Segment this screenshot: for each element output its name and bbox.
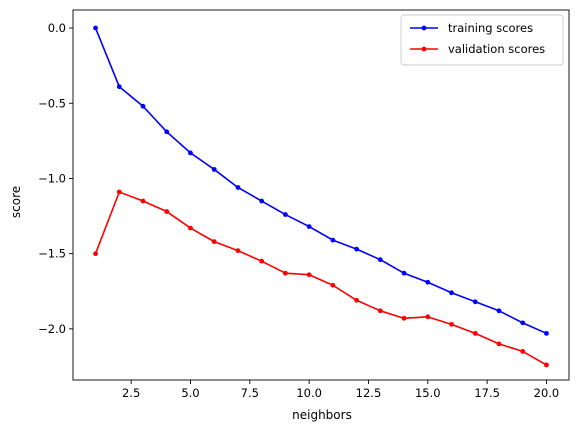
x-tick-label-5: 15.0 bbox=[415, 386, 441, 400]
data-point-series-1-2 bbox=[140, 198, 146, 204]
legend-label-1: validation scores bbox=[448, 42, 545, 56]
y-tick-label-2: −1.0 bbox=[38, 171, 66, 185]
data-point-series-0-4 bbox=[188, 150, 193, 156]
data-point-series-0-3 bbox=[164, 129, 170, 135]
x-tick-label-1: 5.0 bbox=[181, 386, 199, 400]
series-line-0 bbox=[94, 27, 548, 335]
x-tick-label-6: 17.5 bbox=[474, 386, 500, 400]
y-axis-label: score bbox=[9, 186, 23, 218]
plot-background bbox=[73, 10, 569, 380]
data-point-series-0-16 bbox=[472, 299, 478, 305]
y-tick-label-1: −0.5 bbox=[38, 96, 66, 110]
x-axis-label: neighbors bbox=[292, 408, 352, 422]
y-tick-label-3: −1.5 bbox=[38, 247, 66, 261]
data-point-series-0-1 bbox=[116, 84, 122, 90]
data-point-series-0-2 bbox=[140, 103, 146, 109]
data-point-series-0-11 bbox=[354, 246, 359, 252]
data-point-series-1-11 bbox=[354, 297, 359, 303]
data-point-series-0-19 bbox=[544, 330, 549, 336]
data-point-series-0-8 bbox=[283, 212, 288, 217]
data-point-series-1-10 bbox=[330, 282, 336, 288]
data-point-series-0-6 bbox=[235, 185, 241, 190]
data-point-series-0-5 bbox=[211, 167, 217, 172]
data-point-series-0-10 bbox=[330, 237, 336, 243]
data-point-series-1-19 bbox=[544, 362, 549, 368]
data-point-series-1-9 bbox=[306, 272, 312, 278]
data-point-series-1-0 bbox=[93, 251, 98, 257]
x-tick-label-2: 7.5 bbox=[241, 386, 259, 400]
data-point-series-0-18 bbox=[520, 320, 526, 326]
data-point-series-0-14 bbox=[425, 279, 431, 285]
data-point-series-1-18 bbox=[520, 349, 526, 354]
data-point-series-1-4 bbox=[188, 225, 193, 231]
data-point-series-0-15 bbox=[449, 290, 454, 296]
data-point-series-1-13 bbox=[401, 315, 407, 321]
data-point-series-0-9 bbox=[306, 224, 312, 229]
data-point-series-1-7 bbox=[259, 258, 265, 264]
series-layer bbox=[93, 25, 549, 368]
data-point-series-1-5 bbox=[211, 239, 217, 245]
legend: training scores validation scores bbox=[400, 14, 564, 66]
data-point-series-1-17 bbox=[496, 341, 502, 347]
plot-area bbox=[73, 10, 569, 380]
legend-label-0: training scores bbox=[448, 21, 533, 35]
data-point-series-1-3 bbox=[164, 209, 170, 214]
x-tick-label-4: 12.5 bbox=[356, 386, 382, 400]
axes-layer: 2.5 5.0 7.5 10.0 12.5 15.0 17.5 20.0 0.0 −0.5 −1.0… bbox=[38, 9, 570, 400]
data-point-series-0-7 bbox=[259, 198, 265, 204]
data-point-series-0-17 bbox=[496, 308, 502, 314]
series-line-1 bbox=[94, 191, 548, 367]
data-point-series-0-0 bbox=[93, 25, 98, 31]
x-tick-label-7: 20.0 bbox=[534, 386, 560, 400]
data-point-series-1-16 bbox=[472, 330, 478, 336]
data-point-series-1-8 bbox=[283, 270, 288, 276]
data-point-series-1-12 bbox=[377, 308, 383, 314]
legend-marker-1 bbox=[421, 46, 427, 52]
data-point-series-1-6 bbox=[235, 248, 241, 254]
data-point-series-1-14 bbox=[425, 314, 431, 320]
y-tick-label-4: −2.0 bbox=[38, 322, 66, 336]
legend-marker-0 bbox=[421, 25, 427, 31]
x-tick-label-0: 2.5 bbox=[122, 386, 140, 400]
data-point-series-0-12 bbox=[377, 257, 383, 263]
data-point-series-1-15 bbox=[449, 321, 454, 327]
data-point-series-1-1 bbox=[116, 189, 122, 195]
data-point-series-0-13 bbox=[401, 270, 407, 276]
x-tick-label-3: 10.0 bbox=[296, 386, 322, 400]
legend-box bbox=[400, 14, 564, 66]
axes-frame bbox=[72, 9, 570, 381]
y-tick-label-0: 0.0 bbox=[48, 21, 66, 35]
